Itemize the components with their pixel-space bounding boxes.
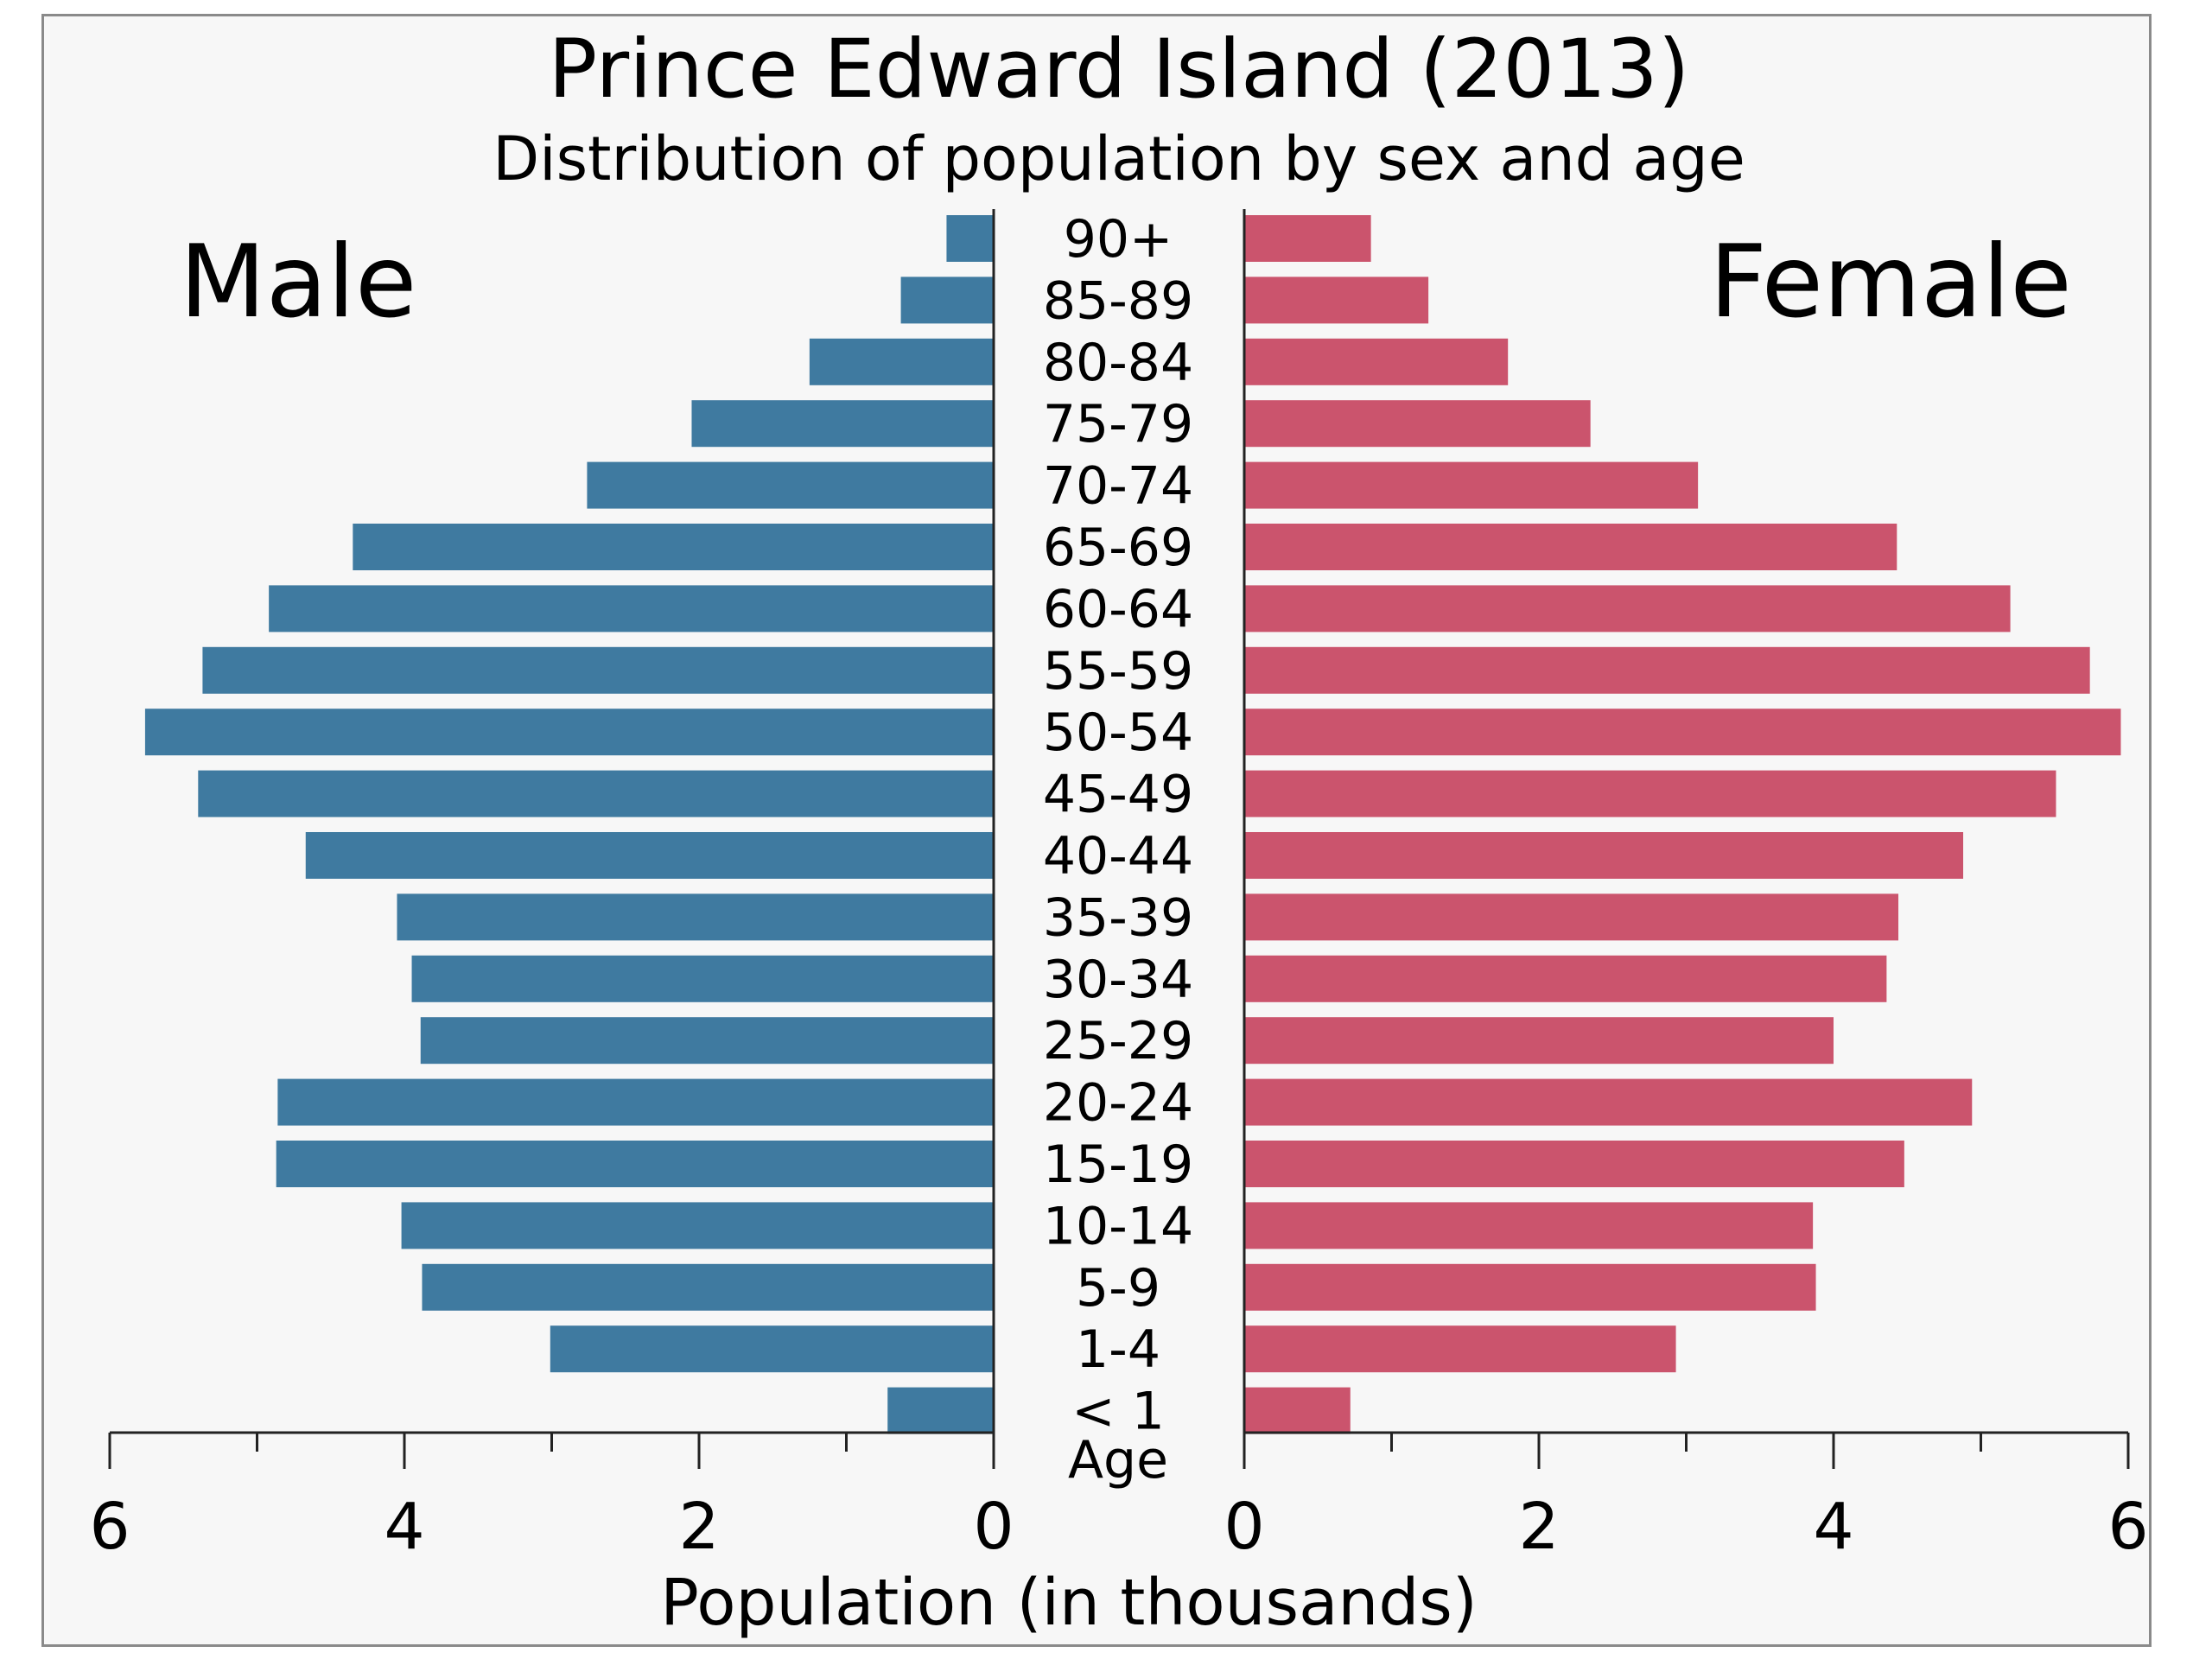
female-bar: [1244, 1387, 1351, 1434]
age-group-label: 65-69: [1043, 518, 1193, 578]
female-bar: [1244, 461, 1699, 509]
male-bar: [809, 338, 994, 385]
x-tick-label: 2: [678, 1490, 719, 1564]
age-group-label: 55-59: [1043, 641, 1193, 702]
male-bar: [550, 1325, 994, 1373]
female-bar: [1244, 1325, 1676, 1373]
female-bar: [1244, 400, 1591, 448]
male-bar: [422, 1263, 995, 1311]
male-bar: [691, 400, 994, 448]
female-bar: [1244, 276, 1429, 324]
male-bar: [397, 893, 995, 941]
female-bar: [1244, 524, 1897, 570]
female-bar: [1244, 709, 2121, 756]
female-bar: [1244, 770, 2056, 817]
male-bar: [411, 955, 994, 1002]
male-bar: [277, 1078, 994, 1126]
female-bar: [1244, 893, 1899, 941]
male-bar: [198, 770, 995, 817]
male-bar: [202, 646, 995, 694]
age-group-label: 45-49: [1043, 765, 1193, 825]
x-tick-label: 6: [89, 1490, 130, 1564]
female-bar: [1244, 646, 2090, 694]
male-bar: [900, 276, 994, 324]
age-group-label: 75-79: [1043, 394, 1193, 454]
male-bar: [887, 1387, 994, 1434]
male-bar: [269, 585, 994, 632]
x-tick-label: 4: [384, 1490, 424, 1564]
age-group-label: 15-19: [1043, 1135, 1193, 1195]
x-tick-label: 6: [2107, 1490, 2148, 1564]
x-tick-label: 0: [973, 1490, 1014, 1564]
chart-title: Prince Edward Island (2013): [549, 22, 1690, 117]
chart-subtitle: Distribution of population by sex and ag…: [493, 124, 1745, 194]
age-group-label: 30-34: [1043, 950, 1193, 1010]
x-axis-label: Population (in thousands): [660, 1566, 1477, 1640]
male-bar: [144, 709, 995, 756]
age-group-label: < 1: [1071, 1382, 1165, 1442]
age-group-label: 40-44: [1043, 826, 1193, 887]
age-group-label: 20-24: [1043, 1073, 1193, 1134]
male-bar: [276, 1141, 994, 1187]
legend-female-label: Female: [1709, 224, 2071, 340]
male-bar: [401, 1202, 995, 1249]
female-bar: [1244, 1202, 1814, 1249]
age-group-label: 10-14: [1043, 1196, 1193, 1256]
x-tick-label: 4: [1813, 1490, 1853, 1564]
female-bar: [1244, 1141, 1904, 1187]
age-group-label: 90+: [1064, 209, 1173, 270]
chart-frame: [41, 14, 2152, 1647]
female-bar: [1244, 585, 2011, 632]
male-bar: [353, 524, 994, 570]
female-bar: [1244, 1078, 1973, 1126]
age-axis-label: Age: [1068, 1430, 1168, 1491]
age-group-label: 70-74: [1043, 456, 1193, 517]
male-bar: [946, 215, 994, 262]
female-bar: [1244, 1263, 1816, 1311]
male-bar: [420, 1017, 994, 1065]
age-group-label: 60-64: [1043, 579, 1193, 639]
age-group-label: 25-29: [1043, 1011, 1193, 1071]
female-bar: [1244, 955, 1887, 1002]
female-bar: [1244, 338, 1509, 385]
x-tick-label: 0: [1224, 1490, 1264, 1564]
legend-male-label: Male: [180, 224, 417, 340]
x-tick-label: 2: [1518, 1490, 1559, 1564]
male-bar: [587, 461, 994, 509]
age-group-label: 85-89: [1043, 270, 1193, 331]
female-bar: [1244, 832, 1964, 879]
age-group-label: 80-84: [1043, 333, 1193, 393]
female-bar: [1244, 215, 1371, 262]
age-group-label: 1-4: [1076, 1319, 1160, 1380]
male-bar: [305, 832, 994, 879]
age-group-label: 35-39: [1043, 887, 1193, 948]
age-group-label: 5-9: [1076, 1258, 1160, 1319]
female-bar: [1244, 1017, 1834, 1065]
age-group-label: 50-54: [1043, 702, 1193, 763]
